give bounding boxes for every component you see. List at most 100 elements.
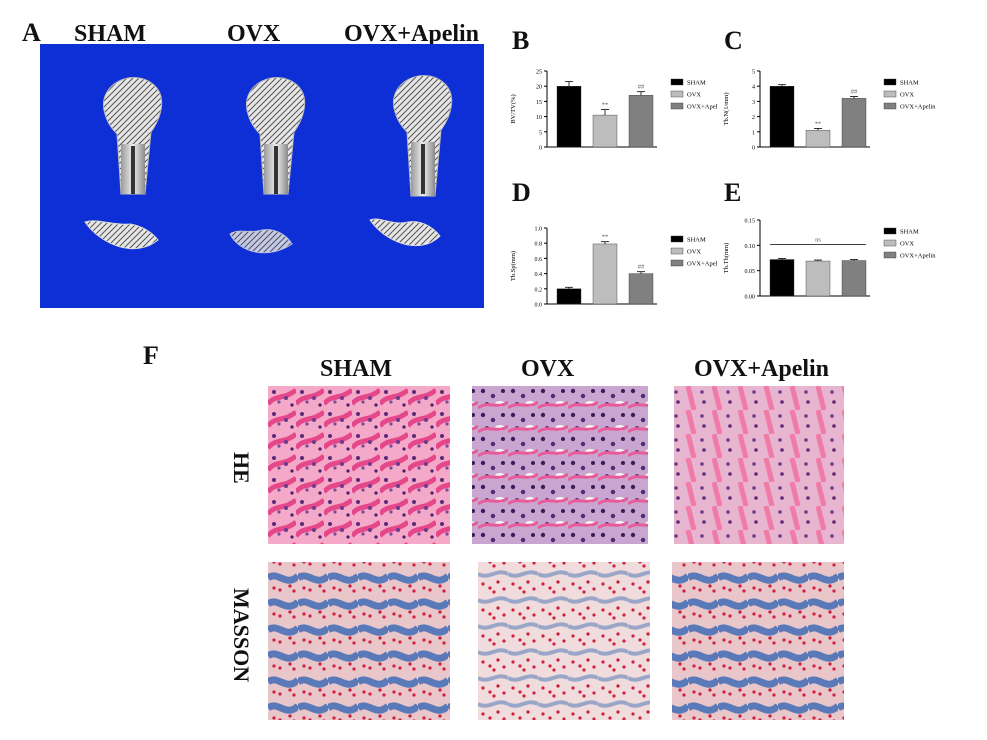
legend-swatch [670,235,684,243]
bar-ovx [592,243,618,305]
masson-image-ovx-apelin [672,562,844,720]
bar-sham [556,288,582,305]
significance-label: ## [851,89,858,96]
y-tick-label: 15 [536,100,542,106]
legend-swatch [670,102,684,110]
legend-swatch [883,227,897,235]
bar-ovx-apelin [628,95,654,148]
y-tick-label: 25 [536,70,542,76]
y-tick-label: 1.0 [535,227,543,233]
y-axis-label: Tb.N(1/mm) [723,92,730,125]
legend-swatch [670,90,684,98]
y-tick-label: 0.6 [535,257,543,263]
panel-letter-d: D [512,178,531,207]
significance-label: ## [638,264,645,271]
y-tick-label: 1 [752,130,755,136]
legend-label: OVX+Apelin [687,104,717,111]
y-tick-label: 0 [539,146,542,152]
legend-label: OVX [687,249,701,256]
histo-header-ovx: OVX [521,356,575,382]
chart-bv-tv: 0 5 10 15 20 25 BV/TV(%) ** ## SHAM OVX OVX+Apelin [510,70,717,152]
legend-label: OVX [900,241,914,248]
significance-label: ** [602,102,609,109]
y-tick-label: 10 [536,115,542,121]
y-tick-label: 0.4 [535,272,543,278]
panel-letter-a: A [22,18,41,47]
chart-tb-th: 0.00 0.05 0.10 0.15 Tb.Th(mm) ns SHAM OVX OVX+Ap… [723,219,936,301]
trabecular-ovx-apelin [369,218,441,247]
legend-label: OVX [687,92,701,99]
femur-ovx [245,77,306,195]
bar-ovx [805,130,831,148]
ct-header-sham: SHAM [74,21,146,47]
legend-label: OVX+Apelin [687,261,717,268]
legend-swatch [670,78,684,86]
y-tick-label: 0.0 [535,303,543,309]
legend-swatch [883,239,897,247]
y-tick-label: 3 [752,100,755,106]
bar-sham [769,86,795,148]
significance-label: ** [602,234,609,241]
legend-label: OVX+Apelin [900,253,936,260]
bar-sham [556,86,582,148]
legend-label: SHAM [900,229,919,236]
y-tick-label: 20 [536,85,542,91]
y-tick-label: 0 [752,146,755,152]
y-tick-label: 0.8 [535,242,543,248]
femur-ovx-apelin [392,75,453,197]
bar-ovx-apelin [841,98,867,148]
y-tick-label: 2 [752,115,755,121]
legend-swatch [670,259,684,267]
bar-ovx-apelin [628,273,654,305]
significance-label: ** [815,120,822,127]
legend-label: SHAM [687,237,706,244]
row-label-he: HE [229,452,254,484]
row-label-masson: MASSON [229,588,254,683]
he-image-ovx [472,386,648,544]
trabecular-sham [84,220,159,250]
y-tick-label: 0.05 [745,269,756,275]
bar-sham [769,259,795,297]
legend-label: SHAM [687,80,706,87]
y-tick-label: 0.00 [745,295,756,301]
trabecular-ovx [229,229,293,254]
masson-image-ovx [478,562,650,720]
y-tick-label: 0.2 [535,287,543,293]
femur-sham [102,77,163,195]
histo-header-sham: SHAM [320,356,392,382]
legend-label: OVX [900,92,914,99]
significance-label: ## [638,84,645,91]
legend-label: OVX+Apelin [900,104,936,111]
chart-tb-sp: 0.0 0.2 0.4 0.6 0.8 1.0 Tb.Sp(mm) ** ## SHAM OVX OV… [510,227,717,309]
legend-label: SHAM [900,80,919,87]
legend-swatch [883,90,897,98]
y-tick-label: 5 [539,130,542,136]
panel-letter-b: B [512,26,530,55]
chart-tb-n: 0 1 2 3 4 5 Tb.N(1/mm) ** ## SHAM OVX OVX+Apelin [723,70,936,152]
histology-grid [268,386,844,720]
bar-ovx [592,114,618,148]
ct-header-ovx-apelin: OVX+Apelin [344,21,480,47]
legend-swatch [883,102,897,110]
legend-swatch [670,247,684,255]
legend-swatch [883,78,897,86]
masson-image-sham [268,562,450,720]
significance-label: ns [815,237,821,244]
panel-letter-f: F [143,341,159,370]
he-image-sham [268,386,450,544]
y-tick-label: 4 [752,85,755,91]
y-tick-label: 5 [752,70,755,76]
ct-header-ovx: OVX [227,21,281,47]
bar-ovx [805,260,831,297]
y-tick-label: 0.10 [745,244,756,250]
y-tick-label: 0.15 [745,219,756,225]
y-axis-label: Tb.Sp(mm) [510,251,517,281]
micro-ct-panel [40,44,484,308]
micro-ct-images [84,75,453,254]
y-axis-label: BV/TV(%) [510,94,517,123]
panel-letter-c: C [724,26,743,55]
panel-letter-e: E [724,178,742,207]
histo-header-ovx-apelin: OVX+Apelin [694,356,830,382]
y-axis-label: Tb.Th(mm) [723,243,730,274]
bar-ovx-apelin [841,260,867,297]
